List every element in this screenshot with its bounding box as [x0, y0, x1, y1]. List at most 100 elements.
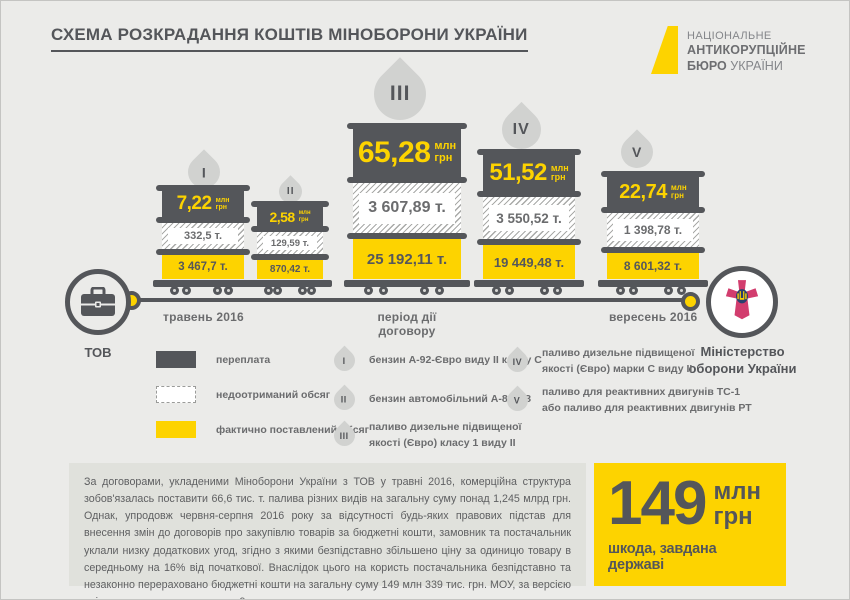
tank2-overpay-section: 2,58 млн грн [257, 207, 323, 226]
tank-cap [251, 201, 329, 207]
legend-item-overpay: переплата [156, 351, 270, 368]
legend-fuel-1: I бензин А-92-Євро виду ІІ класу С [329, 345, 542, 376]
mod-circle [706, 266, 778, 338]
tank-divider [601, 247, 705, 253]
tank4-shortfall-section: 3 550,52 т. [483, 197, 575, 239]
tank4-delivered-section: 19 449,48 т. [483, 245, 575, 279]
fuel-drop-icon-3: III [329, 420, 360, 451]
damage-panel: 149 млн грн шкода, завдана державі [594, 463, 786, 586]
legend-delivered-label: фактично поставлений обсяг [216, 423, 370, 436]
tank-car-3: 65,28 млн грн 3 607,89 т. 25 192,11 т. [344, 123, 470, 296]
fuel-5-label: паливо для реактивних двигунів ТС-1 або п… [542, 386, 752, 414]
tank-chassis [153, 280, 253, 287]
tank-car-5: 22,74 млн грн 1 398,78 т. 8 601,32 т. [598, 171, 708, 296]
nabu-line2: АНТИКОРУПЦІЙНЕ [687, 43, 806, 58]
tank2-delivered-section: 870,42 т. [257, 260, 323, 279]
tank4-shortfall-value: 3 550,52 т. [489, 204, 569, 232]
fuel-drop-icon-1: I [329, 345, 360, 376]
tank-cap [156, 185, 250, 191]
timeline-end-dot [681, 292, 700, 311]
tank-wheels [483, 286, 575, 296]
tank-divider [156, 217, 250, 223]
drop-icon-5: V [614, 129, 660, 175]
mod-label: Міністерство оборони України [685, 344, 800, 378]
drop-icon-3: III [363, 57, 437, 131]
tank-wheels [257, 286, 323, 296]
tank5-overpay-value: 22,74 [619, 180, 667, 203]
tank4-overpay-value: 51,52 [489, 159, 547, 186]
nabu-logo-icon [651, 26, 678, 74]
tank5-shortfall-section: 1 398,78 т. [607, 213, 699, 247]
summary-text: За договорами, укладеними Міноборони Укр… [84, 476, 571, 599]
nabu-logo-text: НАЦІОНАЛЬНЕ АНТИКОРУПЦІЙНЕ БЮРО УКРАЇНИ [687, 26, 806, 74]
fuel-drop-icon-4: IV [502, 346, 533, 377]
tank-wheels [607, 286, 699, 296]
briefcase-icon [81, 287, 115, 316]
fuel-2-label: бензин автомобільний А-80-ДЗ [369, 392, 532, 405]
tank1-shortfall-value: 332,5 т. [168, 227, 238, 245]
legend-fuel-4: IV паливо дизельне підвищеної якості (Євр… [502, 346, 695, 378]
tank-divider [251, 226, 329, 232]
tank3-overpay-unit: млн грн [434, 140, 457, 164]
damage-caption: шкода, завдана державі [608, 541, 717, 573]
tank2-overpay-value: 2,58 [269, 208, 295, 225]
tov-label: ТОВ [84, 345, 112, 360]
tank3-overpay-section: 65,28 млн грн [353, 129, 461, 177]
tank4-overpay-section: 51,52 млн грн [483, 155, 575, 191]
tank-car-2: 2,58 млн грн 129,59 т. 870,42 т. [248, 201, 332, 296]
tank-chassis [474, 280, 584, 287]
tank-divider [601, 207, 705, 213]
tank-cap [347, 123, 467, 129]
tank5-delivered-section: 8 601,32 т. [607, 253, 699, 279]
legend-item-shortfall: недоотриманий обсяг [156, 386, 330, 403]
timeline-start-label: травень 2016 [163, 310, 244, 324]
mod-label-line1: Міністерство [700, 344, 785, 359]
fuel-1-label: бензин А-92-Євро виду ІІ класу С [369, 353, 542, 366]
tank-divider [251, 254, 329, 260]
summary-panel: За договорами, укладеними Міноборони Укр… [69, 463, 586, 599]
tank1-overpay-value: 7,22 [176, 193, 212, 214]
damage-row: 149 млн грн [608, 473, 772, 535]
delivered-swatch-icon [156, 421, 196, 438]
page-title: СХЕМА РОЗКРАДАННЯ КОШТІВ МІНОБОРОНИ УКРА… [51, 25, 528, 52]
timeline-rail [129, 298, 695, 302]
tank-wheels [353, 286, 461, 296]
tank5-shortfall-value: 1 398,78 т. [613, 219, 693, 241]
tank3-shortfall-section: 3 607,89 т. [353, 183, 461, 233]
nabu-line1: НАЦІОНАЛЬНЕ [687, 30, 772, 42]
tank5-overpay-section: 22,74 млн грн [607, 177, 699, 207]
tank3-delivered-section: 25 192,11 т. [353, 239, 461, 279]
nabu-logo: НАЦІОНАЛЬНЕ АНТИКОРУПЦІЙНЕ БЮРО УКРАЇНИ [651, 26, 806, 74]
tank5-overpay-unit: млн грн [670, 182, 687, 200]
mod-label-line2: оборони України [688, 360, 797, 376]
mod-emblem-icon [725, 280, 759, 320]
fuel-drop-icon-2: II [329, 384, 360, 415]
damage-unit: млн грн [713, 477, 761, 530]
legend-fuel-3: III паливо дизельне підвищеної якості (Єв… [329, 420, 521, 452]
nabu-line3: БЮРО УКРАЇНИ [687, 58, 783, 73]
tank1-delivered-section: 3 467,7 т. [162, 255, 244, 279]
shortfall-swatch-icon [156, 386, 196, 403]
tank3-shortfall-value: 3 607,89 т. [359, 192, 455, 224]
tank-car-1: 7,22 млн грн 332,5 т. 3 467,7 т. [153, 185, 253, 296]
tank-divider [477, 239, 581, 245]
tank1-shortfall-section: 332,5 т. [162, 223, 244, 249]
tank1-overpay-section: 7,22 млн грн [162, 191, 244, 217]
timeline-middle-label: період дії договору [377, 310, 437, 338]
tank-chassis [248, 280, 332, 287]
legend-item-delivered: фактично поставлений обсяг [156, 421, 369, 438]
tank-divider [347, 177, 467, 183]
legend-overpay-label: переплата [216, 353, 271, 366]
tank-chassis [598, 280, 708, 287]
legend-fuel-5: V паливо для реактивних двигунів ТС-1 або… [502, 385, 752, 417]
fuel-4-label: паливо дизельне підвищеної якості (Євро) … [542, 347, 695, 375]
tank-car-4: 51,52 млн грн 3 550,52 т. 19 449,48 т. [474, 149, 584, 296]
tank2-shortfall-value: 129,59 т. [263, 236, 317, 250]
timeline-end-label: вересень 2016 [609, 310, 698, 324]
tank3-overpay-value: 65,28 [357, 136, 431, 169]
overpay-swatch-icon [156, 351, 196, 368]
tank-divider [477, 191, 581, 197]
fuel-drop-icon-5: V [502, 385, 533, 416]
tank-cap [601, 171, 705, 177]
